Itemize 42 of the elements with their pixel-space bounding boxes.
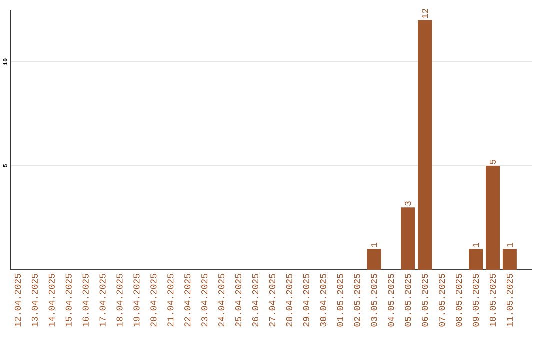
bar — [469, 249, 484, 270]
x-tick-label: 28.04.2025 — [286, 274, 292, 327]
x-tick-label: 18.04.2025 — [116, 274, 123, 327]
bar — [418, 20, 432, 270]
data-label: 1 — [507, 243, 513, 248]
data-label: 1 — [371, 243, 378, 248]
x-tick-label: 22.04.2025 — [184, 274, 191, 327]
data-label: 1 — [473, 243, 479, 248]
data-label: 3 — [405, 202, 412, 206]
x-tick-label: 08.05.2025 — [456, 274, 462, 327]
x-tick-label: 26.04.2025 — [252, 274, 259, 327]
bar — [502, 249, 517, 270]
x-tick-label: 12.04.2025 — [14, 274, 22, 327]
bar — [486, 166, 500, 270]
data-label: 5 — [490, 160, 496, 164]
x-tick-label: 01.05.2025 — [337, 274, 344, 327]
x-tick-label: 10.05.2025 — [490, 274, 496, 327]
x-tick-label: 11.05.2025 — [506, 274, 514, 327]
x-tick-label: 20.04.2025 — [150, 274, 157, 327]
x-tick-label: 23.04.2025 — [202, 274, 208, 327]
x-tick-label: 04.05.2025 — [388, 274, 394, 327]
x-tick-label: 14.04.2025 — [48, 274, 55, 327]
x-tick-label: 27.04.2025 — [269, 274, 276, 327]
x-tick-label: 25.04.2025 — [235, 274, 242, 327]
x-tick-label: 06.05.2025 — [422, 274, 428, 327]
x-tick-label: 05.05.2025 — [405, 274, 412, 327]
x-tick-label: 03.05.2025 — [371, 274, 378, 327]
x-tick-label: 07.05.2025 — [439, 274, 446, 327]
x-tick-label: 19.04.2025 — [134, 274, 140, 327]
x-tick-label: 15.04.2025 — [66, 274, 72, 327]
x-tick-label: 30.04.2025 — [320, 274, 326, 327]
x-tick-label: 16.04.2025 — [82, 274, 89, 327]
x-tick-label: 21.04.2025 — [168, 274, 174, 327]
x-tick-label: 13.04.2025 — [32, 274, 38, 327]
x-tick-label: 17.04.2025 — [100, 274, 106, 327]
x-tick-label: 09.05.2025 — [472, 274, 480, 327]
bar — [367, 249, 382, 270]
x-tick-label: 02.05.2025 — [354, 274, 360, 327]
x-tick-label: 29.04.2025 — [303, 274, 310, 327]
data-label: 12 — [422, 9, 428, 19]
x-tick-label: 24.04.2025 — [218, 274, 225, 327]
bar — [401, 208, 416, 270]
